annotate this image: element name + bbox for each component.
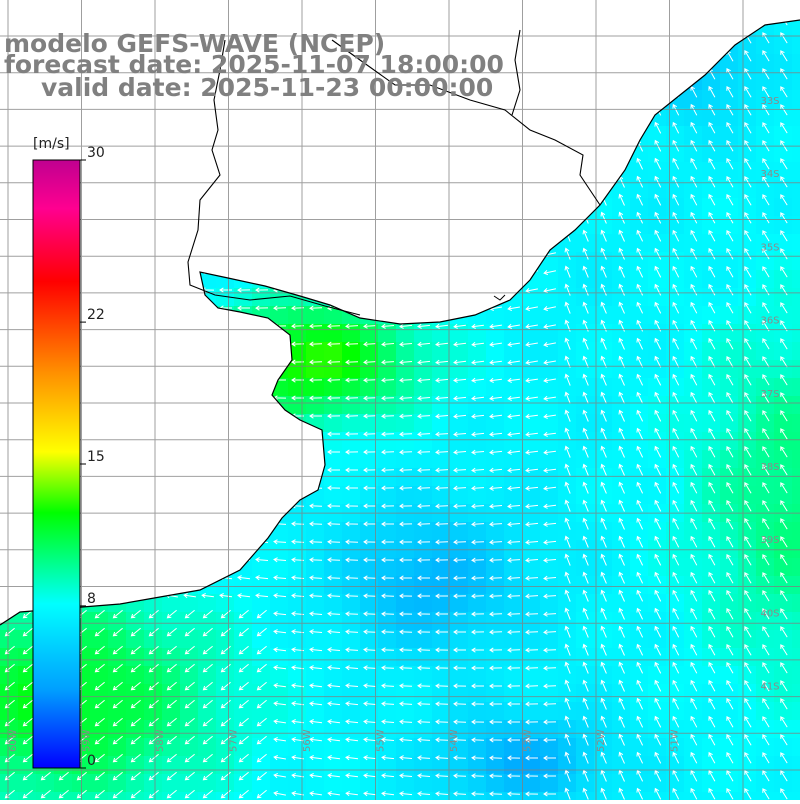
longitude-label: 59W xyxy=(82,729,93,752)
longitude-label: 56W xyxy=(302,729,313,752)
forecast-date: forecast date: 2025-11-07 18:00:00 xyxy=(4,50,504,79)
latitude-label: 33S xyxy=(760,96,779,107)
colorbar-tick-label: 0 xyxy=(87,753,96,769)
country-border-line xyxy=(331,39,601,206)
longitude-label: 60W xyxy=(8,729,19,752)
longitude-label: 52W xyxy=(596,729,607,752)
latitude-label: 36S xyxy=(760,316,779,327)
longitude-labels: 60W 59W 58W 57W 56W 55W 54W 53W 52W 51W xyxy=(8,729,681,752)
longitude-label: 53W xyxy=(523,729,534,752)
longitude-label: 57W xyxy=(229,729,240,752)
latitude-label: 37S xyxy=(760,389,779,400)
longitude-label: 58W xyxy=(155,729,166,752)
latitude-label: 38S xyxy=(760,462,779,473)
longitude-label: 51W xyxy=(670,729,681,752)
latitude-label: 39S xyxy=(760,535,779,546)
latitude-label: 40S xyxy=(760,608,779,619)
longitude-label: 54W xyxy=(449,729,460,752)
colorbar-tick-label: 30 xyxy=(87,145,105,161)
longitude-label: 55W xyxy=(376,729,387,752)
colorbar-gradient xyxy=(32,159,81,769)
lagoon-line xyxy=(511,29,521,116)
latitude-label: 34S xyxy=(760,169,779,180)
latitude-label: 41S xyxy=(760,682,779,693)
latitude-labels: 33S 34S 35S 36S 37S 38S 39S 40S 41S xyxy=(760,96,779,693)
latitude-label: 35S xyxy=(760,242,779,253)
colorbar: [m/s] 30 22 15 8 0 xyxy=(32,136,105,769)
colorbar-tick-label: 8 xyxy=(87,591,96,607)
river-border-line xyxy=(187,39,361,316)
colorbar-tick-label: 15 xyxy=(87,449,105,465)
colorbar-ticks: 30 22 15 8 0 xyxy=(80,145,105,769)
valid-date: valid date: 2025-11-23 00:00:00 xyxy=(41,73,494,102)
river-outlet-line xyxy=(493,294,506,301)
colorbar-tick-label: 22 xyxy=(87,307,105,323)
map-title: modelo GEFS-WAVE (NCEP) xyxy=(4,29,386,58)
coastline xyxy=(0,19,800,626)
colorbar-unit: [m/s] xyxy=(33,136,70,152)
